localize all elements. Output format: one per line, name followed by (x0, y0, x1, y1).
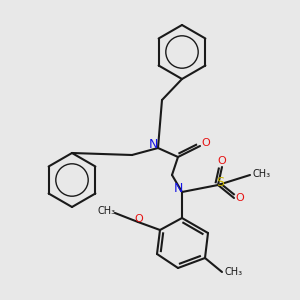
Text: O: O (218, 156, 226, 166)
Text: O: O (202, 138, 210, 148)
Text: CH₃: CH₃ (225, 267, 243, 277)
Text: CH₃: CH₃ (98, 206, 116, 216)
Text: S: S (216, 176, 224, 190)
Text: N: N (173, 182, 183, 194)
Text: N: N (148, 139, 158, 152)
Text: CH₃: CH₃ (253, 169, 271, 179)
Text: O: O (236, 193, 244, 203)
Text: O: O (135, 214, 143, 224)
